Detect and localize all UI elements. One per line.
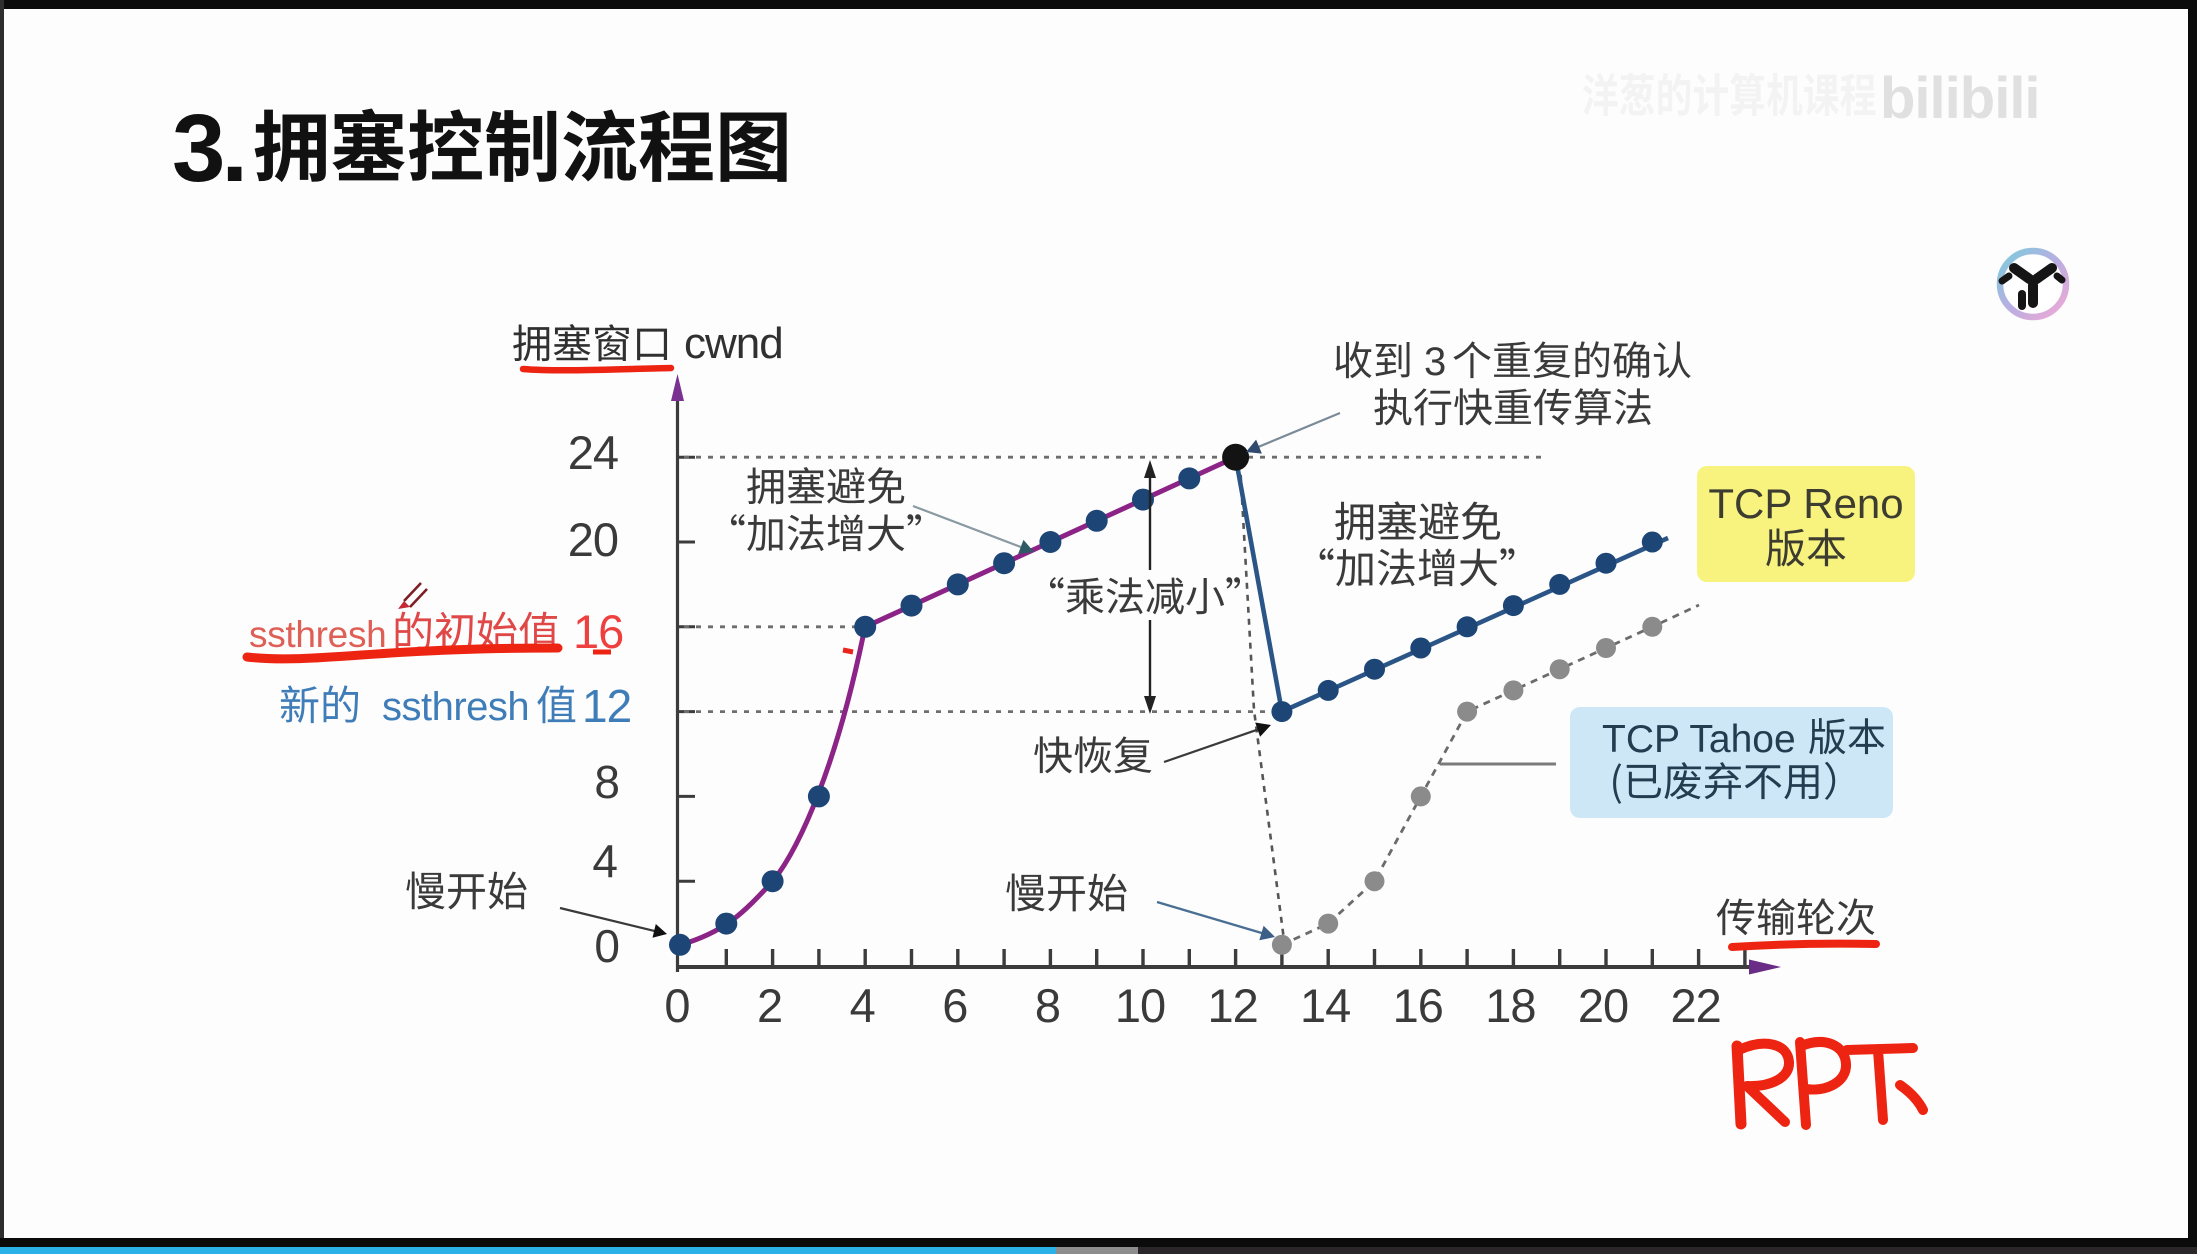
svg-text:20: 20 <box>568 513 618 566</box>
svg-text:ssthresh: ssthresh <box>382 685 529 729</box>
svg-text:3: 3 <box>1424 340 1446 384</box>
svg-text:cwnd: cwnd <box>684 319 783 368</box>
svg-text:6: 6 <box>942 979 967 1032</box>
svg-text:8: 8 <box>1035 979 1060 1032</box>
svg-text:24: 24 <box>568 426 618 479</box>
svg-text:bilibili: bilibili <box>1880 66 2040 131</box>
svg-text:14: 14 <box>1300 979 1350 1032</box>
svg-text:16: 16 <box>573 605 623 658</box>
svg-text:20: 20 <box>1578 979 1628 1032</box>
svg-text:4: 4 <box>592 835 618 887</box>
svg-text:TCP Tahoe: TCP Tahoe <box>1602 718 1796 761</box>
svg-text:10: 10 <box>1115 979 1165 1032</box>
svg-text:12: 12 <box>582 680 631 732</box>
svg-text:18: 18 <box>1485 979 1535 1032</box>
svg-text:22: 22 <box>1670 979 1720 1032</box>
svg-text:0: 0 <box>594 920 620 972</box>
svg-text:4: 4 <box>850 979 875 1032</box>
svg-text:3.: 3. <box>172 95 244 202</box>
svg-text:2: 2 <box>757 979 782 1032</box>
svg-text:8: 8 <box>594 756 620 808</box>
svg-text:16: 16 <box>1393 979 1443 1032</box>
svg-text:0: 0 <box>664 979 689 1032</box>
svg-text:ssthresh: ssthresh <box>249 614 386 655</box>
svg-text:TCP Reno: TCP Reno <box>1708 480 1903 527</box>
svg-text:12: 12 <box>1207 979 1257 1032</box>
